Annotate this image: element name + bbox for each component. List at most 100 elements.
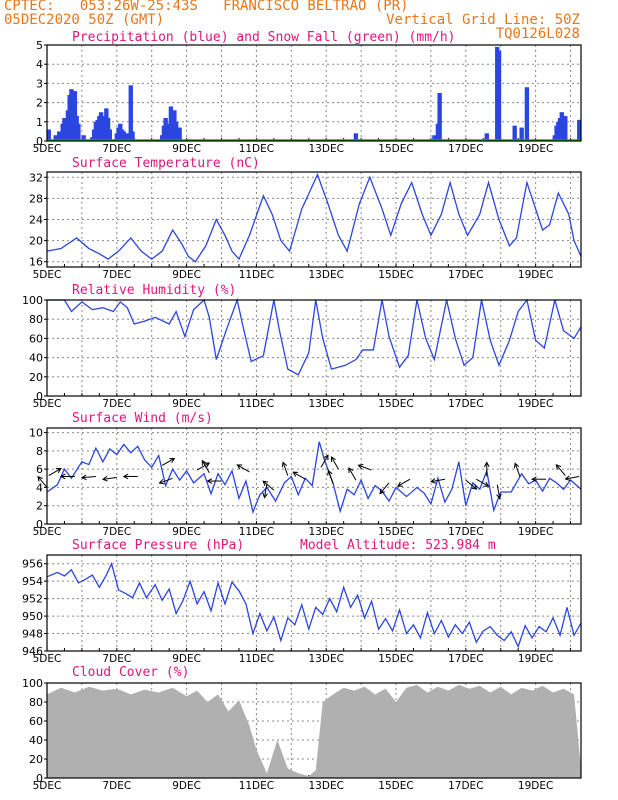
precip-bar — [76, 123, 81, 141]
precip-bar — [559, 112, 564, 141]
wind-arrow-head — [323, 454, 329, 461]
wind-ytick: 4 — [36, 481, 43, 494]
wind-arrow — [48, 468, 62, 476]
wind-arrow — [476, 478, 489, 487]
wind-arrow — [263, 483, 268, 498]
pres-xtick: 5DEC — [33, 653, 62, 665]
wind-arrow-head — [201, 459, 207, 466]
cloud-xtick: 15DEC — [378, 780, 413, 792]
precip-xtick: 11DEC — [239, 143, 274, 155]
precip-xtick: 15DEC — [378, 143, 413, 155]
precip-bar — [437, 93, 442, 141]
wind-ytick: 2 — [36, 500, 43, 513]
precip-bar — [577, 119, 582, 141]
precip-ytick: 3 — [36, 77, 43, 90]
pres-ytick: 956 — [22, 558, 43, 571]
wind-arrow — [496, 484, 501, 499]
rh-ytick: 100 — [22, 294, 43, 307]
run-date: 05DEC2020 50Z (GMT) — [4, 12, 165, 28]
wind-ytick: 10 — [29, 427, 43, 440]
wind-arrow — [196, 462, 210, 471]
precip-bar — [130, 131, 135, 141]
wind-arrow — [320, 454, 329, 468]
temp-ytick: 28 — [29, 192, 43, 205]
precip-ytick: 2 — [36, 97, 43, 110]
precip-bar — [46, 129, 51, 141]
wind-arrow — [37, 476, 48, 488]
wind-arrow — [397, 478, 411, 487]
wind-arrow-head — [80, 474, 87, 481]
cloud-xtick: 19DEC — [518, 780, 553, 792]
wind-arrow-head — [348, 467, 354, 474]
wind-arrow-head — [101, 475, 108, 482]
wind-arrow-head — [430, 478, 436, 484]
rh-xtick: 9DEC — [172, 398, 201, 410]
wind-arrow-head — [396, 481, 403, 487]
precip-bar — [353, 133, 359, 141]
precip-xtick: 5DEC — [33, 143, 62, 155]
precip-ytick: 5 — [36, 39, 43, 52]
precip-bar — [121, 131, 126, 141]
temp-line — [46, 172, 582, 263]
wind-arrow — [330, 456, 339, 470]
rh-ytick: 60 — [29, 332, 43, 345]
temp-xtick: 5DEC — [33, 269, 62, 281]
cloud-ytick: 60 — [29, 715, 43, 728]
model-code: TQ0126L028 — [495, 26, 580, 42]
temp-ytick: 16 — [29, 256, 43, 269]
rh-xtick: 13DEC — [309, 398, 344, 410]
wind-arrow — [102, 476, 117, 480]
precip-xtick: 17DEC — [448, 143, 483, 155]
rh-ytick: 40 — [29, 352, 43, 365]
precip-title: Precipitation (blue) and Snow Fall (gree… — [72, 30, 456, 45]
precip-xtick: 9DEC — [172, 143, 201, 155]
cloud-ytick: 40 — [29, 734, 43, 747]
wind-arrow-head — [327, 469, 333, 476]
cloud-xtick: 13DEC — [309, 780, 344, 792]
wind-arrow — [161, 458, 175, 466]
cloud-ytick: 20 — [29, 753, 43, 766]
wind-arrow — [379, 482, 390, 494]
vertical-grid-note: Vertical Grid Line: 50Z — [386, 12, 580, 28]
wind-arrow-head — [37, 475, 43, 482]
wind-arrow — [262, 480, 275, 491]
wind-arrow-head — [262, 492, 268, 499]
wind-xtick: 9DEC — [172, 526, 201, 538]
wind-xtick: 11DEC — [239, 526, 274, 538]
wind-arrow-head — [330, 456, 336, 463]
precip-bar — [563, 116, 568, 141]
precip-bar — [53, 135, 58, 141]
cloud-ytick: 0 — [36, 772, 43, 785]
temp-xtick: 13DEC — [309, 269, 344, 281]
wind-arrow-head — [169, 457, 176, 464]
wind-arrow — [282, 462, 289, 476]
wind-arrow-head — [513, 462, 520, 469]
pres-ytick: 954 — [22, 575, 43, 588]
wind-arrow — [159, 477, 173, 484]
pres-ytick: 946 — [22, 645, 43, 658]
cloud-xtick: 7DEC — [102, 780, 131, 792]
temp-ytick: 20 — [29, 235, 43, 248]
precip-bar — [177, 127, 182, 141]
wind-arrow-head — [236, 464, 243, 470]
cloud-ytick: 80 — [29, 696, 43, 709]
wind-arrow-head — [122, 473, 129, 480]
precip-bar — [173, 121, 179, 141]
wind-arrow — [327, 470, 334, 484]
precip-xtick: 13DEC — [309, 143, 344, 155]
precip-bar — [81, 135, 86, 141]
pres-ytick: 948 — [22, 628, 43, 641]
precip-bar — [432, 135, 437, 141]
cloud-ytick: 100 — [22, 677, 43, 690]
precip-ytick: 0 — [36, 135, 43, 148]
precip-xtick: 19DEC — [518, 143, 553, 155]
wind-arrow-head — [55, 468, 62, 474]
rh-ytick: 20 — [29, 371, 43, 384]
rh-title: Relative Humidity (%) — [72, 283, 237, 298]
temp-title: Surface Temperature (nC) — [72, 156, 260, 171]
precip-bar — [128, 85, 133, 141]
wind-arrow-head — [262, 480, 269, 487]
pres-xtick: 11DEC — [239, 653, 274, 665]
wind-title: Surface Wind (m/s) — [72, 411, 213, 426]
